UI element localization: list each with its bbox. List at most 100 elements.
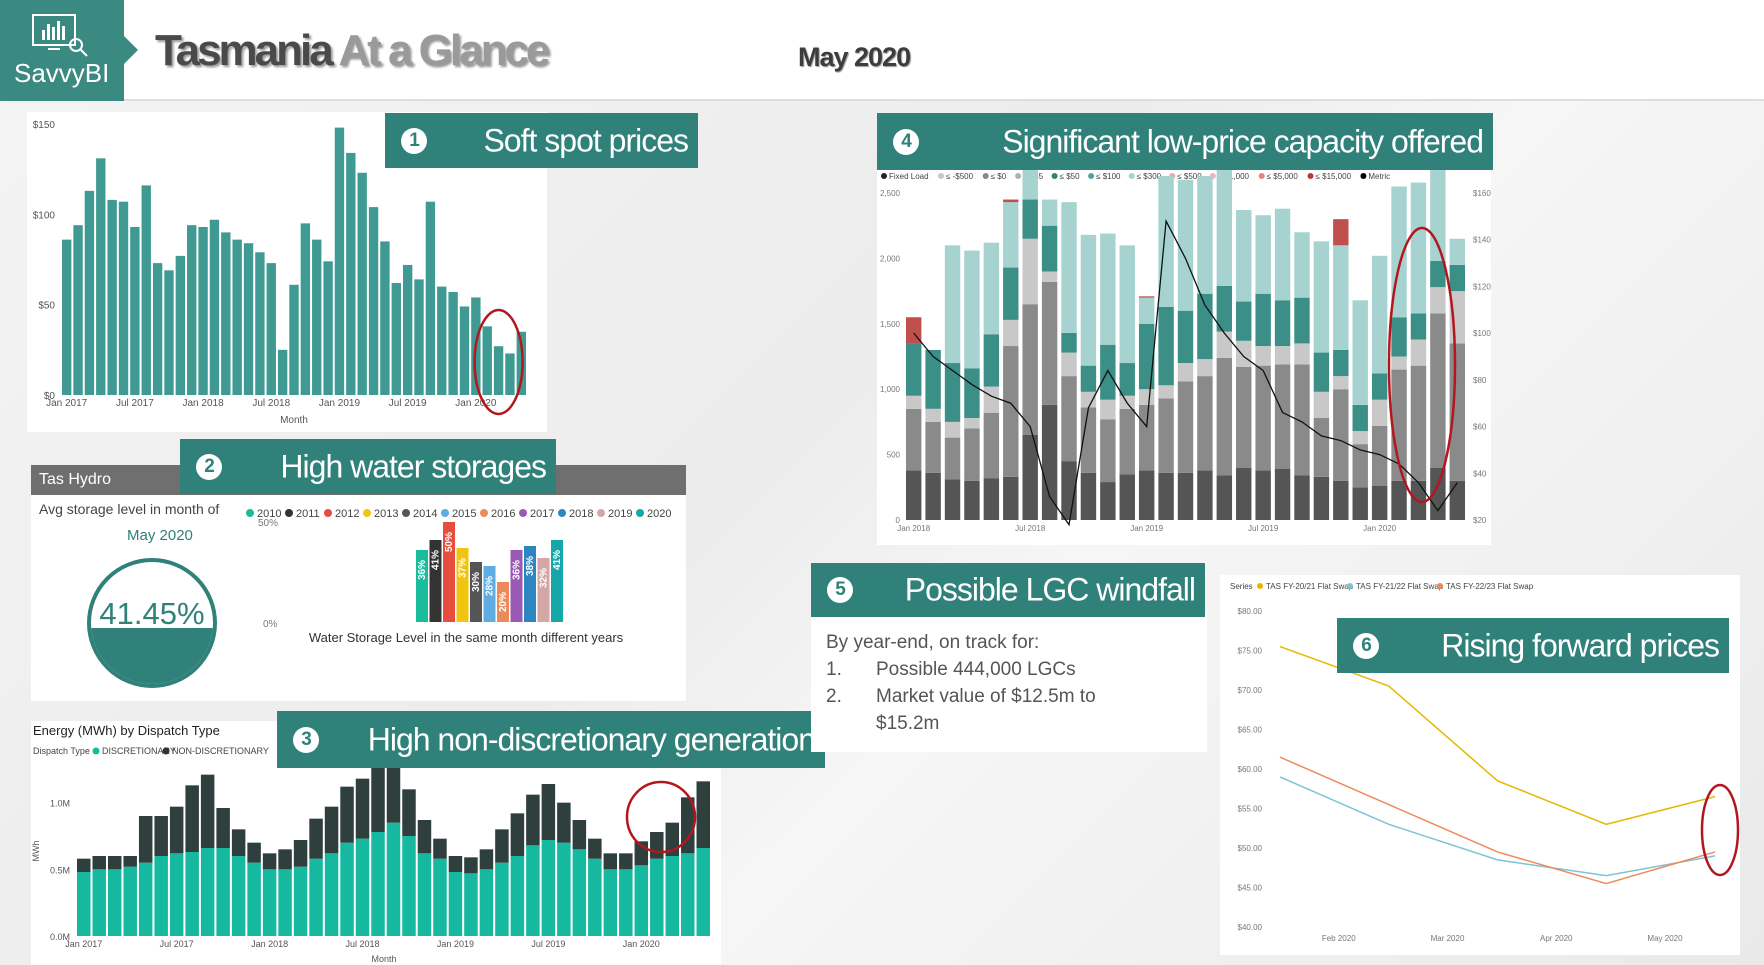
forward-xtick: Apr 2020 (1540, 934, 1573, 943)
energy-bar-non-discretionary (293, 840, 308, 867)
spot-bar (300, 223, 311, 395)
energy-xtick: Jan 2018 (251, 939, 288, 949)
capacity-ytick-left: 500 (887, 451, 901, 460)
lgc-item-2-cont: $15.2m (876, 713, 940, 734)
energy-xtick: Jul 2018 (346, 939, 380, 949)
capacity-legend-item: Metric (1368, 172, 1390, 181)
hydro-bar (416, 550, 428, 622)
lgc-item-2-number: 2. (826, 686, 842, 707)
banner-number-4: 4 (893, 128, 919, 155)
capacity-bar-segment (1119, 408, 1135, 475)
capacity-bar-segment (1294, 232, 1310, 298)
lgc-item-1-number: 1. (826, 659, 842, 680)
legend-dot (324, 509, 332, 517)
energy-bar-non-discretionary (479, 849, 494, 870)
capacity-bar-segment (1410, 365, 1427, 481)
energy-bar-non-discretionary (309, 818, 323, 859)
spot-bar (198, 226, 208, 395)
spot-xtick: Jan 2018 (182, 398, 224, 409)
tas-hydro-panel: Tas Hydro Avg storage level in month of … (31, 465, 686, 701)
capacity-chart: Fixed Load≤ -$500≤ $0≤ $35≤ $50≤ $100≤ $… (880, 130, 1491, 533)
capacity-bar-segment (964, 428, 980, 481)
capacity-bar-segment (1449, 238, 1465, 265)
spot-bar (448, 292, 458, 395)
capacity-bar-segment (1158, 472, 1174, 520)
lgc-item-2: 2. Market value of $12.5m to (826, 683, 1196, 710)
spot-bar (425, 201, 436, 395)
forward-xtick: Feb 2020 (1322, 934, 1356, 943)
capacity-bar-segment (1003, 346, 1019, 477)
energy-bar-discretionary (572, 849, 587, 936)
spot-bar (84, 190, 95, 395)
energy-bar-discretionary (309, 858, 323, 936)
capacity-bar-segment (1061, 202, 1077, 333)
capacity-bar-segment (1061, 376, 1077, 462)
spot-xtick: Jan 2017 (46, 398, 88, 409)
capacity-ytick-right: $20 (1473, 516, 1487, 525)
capacity-bar-segment (1138, 296, 1155, 298)
hydro-legend-item: 2011 (296, 508, 320, 520)
spot-bar (414, 279, 424, 395)
title-light: At a Glance (338, 26, 550, 75)
capacity-legend-item: ≤ $50 (1060, 172, 1081, 181)
energy-bar-discretionary (479, 869, 494, 936)
energy-title: Energy (MWh) by Dispatch Type (33, 723, 220, 738)
capacity-bar-segment (1236, 366, 1252, 468)
banner-soft-spot-prices: 1 Soft spot prices (385, 113, 698, 168)
legend-dot (1257, 583, 1263, 589)
legend-dot (1128, 173, 1135, 179)
kpi-label: Avg storage level in month of (39, 501, 220, 517)
forward-xtick: May 2020 (1647, 934, 1683, 943)
energy-bar-discretionary (417, 853, 432, 936)
forward-price-line (1279, 776, 1716, 877)
hydro-bar (443, 522, 455, 622)
spot-ytick: $100 (33, 210, 56, 221)
capacity-bar-segment (1119, 245, 1135, 364)
spot-xtick: Jul 2019 (389, 398, 427, 409)
capacity-bar-segment (1274, 468, 1291, 520)
energy-bar-non-discretionary (464, 857, 478, 874)
capacity-bar-segment (1333, 349, 1349, 377)
capacity-bar-segment (1061, 332, 1077, 353)
hydro-bar-label: 28% (485, 576, 496, 596)
hydro-bar (497, 582, 509, 622)
energy-bar-non-discretionary (696, 781, 710, 848)
banner-number-2: 2 (196, 453, 222, 480)
energy-chart: Energy (MWh) by Dispatch Type Dispatch Ty… (31, 723, 710, 964)
kpi-month: May 2020 (127, 527, 193, 544)
logo-label: SavvyBI (14, 58, 110, 88)
capacity-bar-segment (1080, 234, 1097, 366)
capacity-bar-segment (1236, 340, 1252, 367)
monitor-chart-icon (32, 14, 88, 57)
energy-bar-discretionary (603, 869, 618, 936)
capacity-bar-segment (964, 250, 980, 369)
hydro-bar-label: 50% (444, 532, 455, 552)
capacity-bar-segment (1216, 475, 1233, 520)
legend-dot (519, 509, 527, 517)
legend-dot (1015, 173, 1022, 179)
spot-bar (96, 158, 106, 395)
capacity-ytick-left: 2,500 (880, 189, 901, 198)
legend-dot (1088, 173, 1095, 179)
capacity-bar-segment (1352, 431, 1368, 445)
energy-bar-non-discretionary (324, 806, 339, 854)
capacity-bar-segment (1080, 472, 1097, 520)
capacity-ytick-right: $140 (1473, 236, 1491, 245)
capacity-bar-segment (1313, 476, 1330, 520)
capacity-bar-segment (1119, 363, 1135, 396)
energy-bar-non-discretionary (247, 842, 261, 863)
capacity-bar-segment (1313, 352, 1330, 392)
hydro-legend-item: 2018 (569, 508, 593, 520)
energy-bar-discretionary (123, 866, 137, 936)
legend-dot (1347, 583, 1353, 589)
capacity-bar-segment (1352, 404, 1368, 432)
spot-ytick: $50 (38, 301, 55, 312)
legend-dot (558, 509, 566, 517)
energy-bar-discretionary (371, 832, 385, 936)
spot-bar (187, 225, 197, 395)
hydro-bar-label: 32% (539, 568, 550, 588)
capacity-bar-segment (1391, 317, 1407, 357)
capacity-panel: Fixed Load≤ -$500≤ $0≤ $35≤ $50≤ $100≤ $… (877, 130, 1491, 545)
energy-bar-discretionary (402, 836, 416, 936)
